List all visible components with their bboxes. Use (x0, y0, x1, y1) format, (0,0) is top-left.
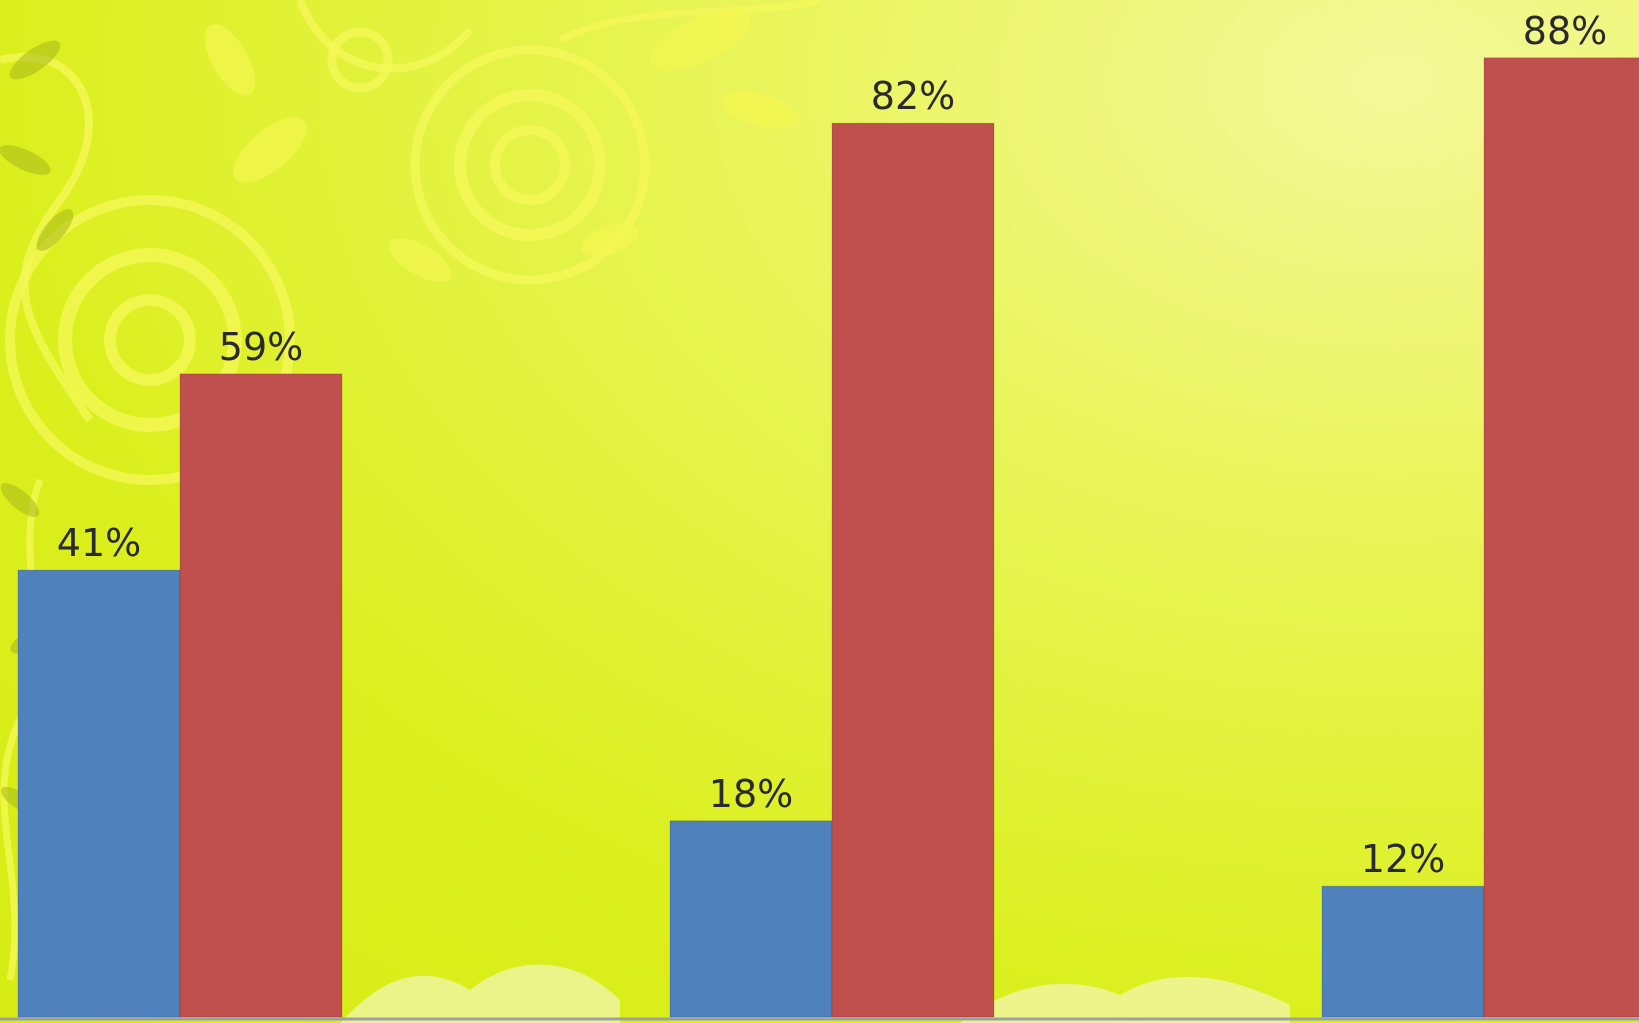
bar-series-1-category-1 (17, 569, 181, 1018)
bar-series-2-category-1 (179, 373, 343, 1018)
bar-series-1-category-3 (1321, 885, 1485, 1018)
data-label-series-2-category-1: 59% (219, 325, 303, 369)
bar-series-2-category-3 (1483, 57, 1639, 1018)
data-label-series-2-category-2: 82% (871, 74, 955, 118)
data-label-series-2-category-3: 88% (1523, 9, 1607, 53)
data-label-series-1-category-3: 12% (1361, 837, 1445, 881)
data-label-series-1-category-1: 41% (57, 521, 141, 565)
bar-series-2-category-2 (831, 122, 995, 1018)
data-label-series-1-category-2: 18% (709, 772, 793, 816)
bar-series-1-category-2 (669, 820, 833, 1018)
